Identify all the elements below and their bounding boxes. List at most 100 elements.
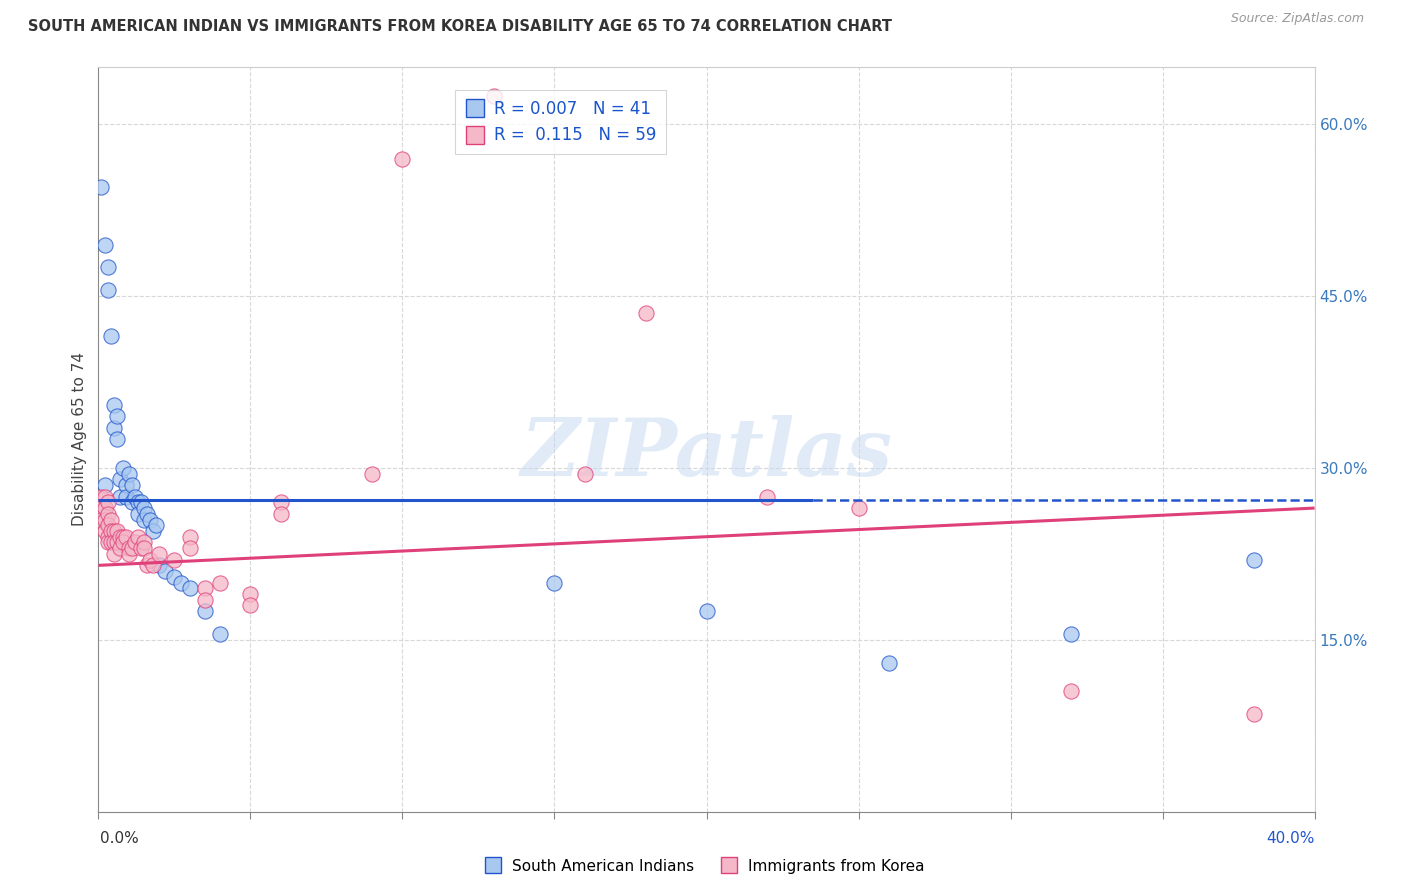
- Point: [270, 507, 292, 521]
- Point: [163, 570, 186, 584]
- Point: [361, 467, 384, 481]
- Point: [194, 604, 217, 618]
- Point: [848, 501, 870, 516]
- Point: [142, 524, 165, 538]
- Point: [124, 535, 146, 549]
- Point: [96, 284, 118, 298]
- Point: [179, 582, 201, 596]
- Point: [96, 535, 118, 549]
- Point: [139, 552, 162, 566]
- Point: [155, 564, 177, 578]
- Point: [93, 512, 115, 526]
- Point: [100, 329, 122, 343]
- Point: [111, 530, 134, 544]
- Point: [877, 656, 900, 670]
- Point: [574, 467, 596, 481]
- Point: [103, 398, 125, 412]
- Point: [194, 582, 217, 596]
- Point: [148, 558, 170, 573]
- Point: [90, 512, 112, 526]
- Point: [96, 507, 118, 521]
- Point: [132, 541, 155, 556]
- Point: [96, 495, 118, 509]
- Point: [270, 495, 292, 509]
- Point: [179, 541, 201, 556]
- Point: [756, 490, 779, 504]
- Point: [239, 587, 262, 601]
- Point: [100, 524, 122, 538]
- Point: [100, 512, 122, 526]
- Text: 40.0%: 40.0%: [1267, 831, 1315, 846]
- Point: [634, 306, 657, 320]
- Point: [1060, 627, 1083, 641]
- Point: [111, 535, 134, 549]
- Point: [132, 512, 155, 526]
- Point: [169, 575, 191, 590]
- Point: [93, 237, 115, 252]
- Point: [209, 627, 232, 641]
- Point: [1060, 684, 1083, 698]
- Point: [179, 530, 201, 544]
- Point: [114, 478, 136, 492]
- Point: [127, 507, 149, 521]
- Point: [105, 409, 128, 424]
- Point: [163, 552, 186, 566]
- Point: [124, 490, 146, 504]
- Point: [194, 592, 217, 607]
- Point: [121, 541, 143, 556]
- Legend: R = 0.007   N = 41, R =  0.115   N = 59: R = 0.007 N = 41, R = 0.115 N = 59: [456, 90, 666, 154]
- Point: [145, 518, 167, 533]
- Point: [93, 501, 115, 516]
- Point: [209, 575, 232, 590]
- Point: [93, 490, 115, 504]
- Point: [1243, 552, 1265, 566]
- Point: [127, 495, 149, 509]
- Point: [239, 599, 262, 613]
- Point: [127, 530, 149, 544]
- Legend: South American Indians, Immigrants from Korea: South American Indians, Immigrants from …: [475, 853, 931, 880]
- Point: [139, 512, 162, 526]
- Y-axis label: Disability Age 65 to 74: Disability Age 65 to 74: [72, 352, 87, 526]
- Point: [93, 501, 115, 516]
- Point: [103, 421, 125, 435]
- Point: [108, 541, 131, 556]
- Point: [90, 180, 112, 194]
- Point: [105, 433, 128, 447]
- Text: 0.0%: 0.0%: [100, 831, 139, 846]
- Point: [96, 518, 118, 533]
- Text: ZIPatlas: ZIPatlas: [520, 416, 893, 493]
- Point: [696, 604, 718, 618]
- Point: [93, 524, 115, 538]
- Point: [148, 547, 170, 561]
- Point: [118, 541, 141, 556]
- Point: [103, 524, 125, 538]
- Point: [391, 152, 413, 166]
- Point: [108, 490, 131, 504]
- Point: [136, 558, 159, 573]
- Point: [1243, 707, 1265, 722]
- Point: [103, 535, 125, 549]
- Point: [93, 478, 115, 492]
- Point: [114, 530, 136, 544]
- Point: [142, 558, 165, 573]
- Point: [121, 495, 143, 509]
- Point: [111, 461, 134, 475]
- Point: [118, 547, 141, 561]
- Point: [132, 535, 155, 549]
- Point: [482, 88, 505, 103]
- Point: [105, 535, 128, 549]
- Point: [121, 478, 143, 492]
- Point: [129, 495, 152, 509]
- Point: [129, 541, 152, 556]
- Text: SOUTH AMERICAN INDIAN VS IMMIGRANTS FROM KOREA DISABILITY AGE 65 TO 74 CORRELATI: SOUTH AMERICAN INDIAN VS IMMIGRANTS FROM…: [28, 20, 893, 34]
- Point: [96, 530, 118, 544]
- Point: [108, 530, 131, 544]
- Point: [118, 467, 141, 481]
- Point: [90, 501, 112, 516]
- Text: Source: ZipAtlas.com: Source: ZipAtlas.com: [1230, 12, 1364, 25]
- Point: [96, 260, 118, 275]
- Point: [105, 524, 128, 538]
- Point: [114, 490, 136, 504]
- Point: [136, 507, 159, 521]
- Point: [543, 575, 565, 590]
